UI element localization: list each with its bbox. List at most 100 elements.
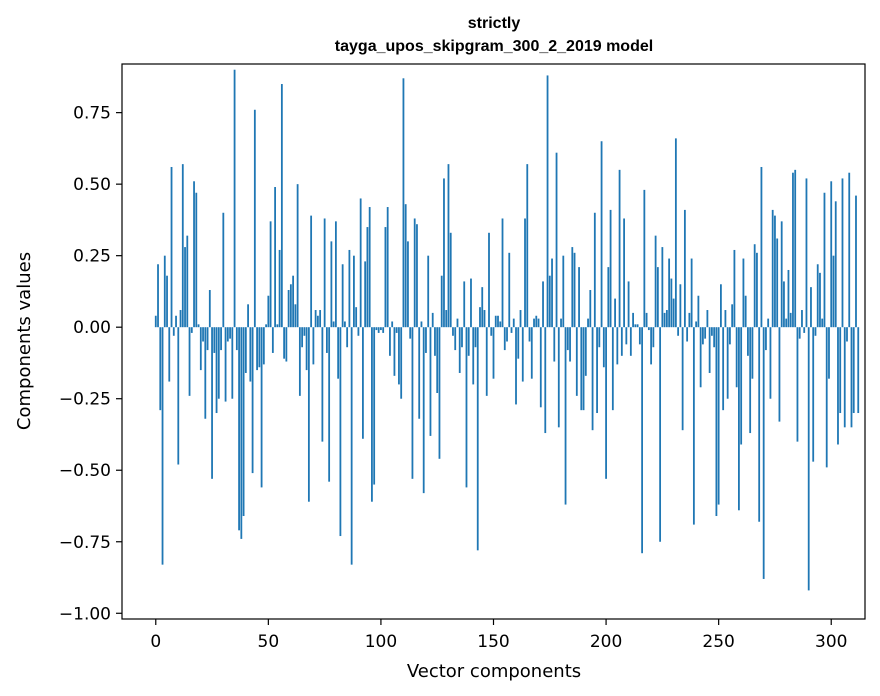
bar-14 [186, 235, 189, 328]
bar-123 [431, 312, 434, 328]
bar-222 [654, 235, 657, 328]
bar-211 [629, 327, 632, 356]
bar-135 [458, 327, 461, 373]
bar-95 [368, 207, 371, 328]
bar-264 [749, 327, 752, 434]
bar-192 [587, 318, 589, 328]
bar-114 [411, 327, 414, 479]
bar-42 [249, 327, 252, 382]
bar-288 [803, 327, 806, 333]
bar-112 [407, 241, 409, 328]
bar-49 [265, 324, 267, 328]
bar-180 [560, 318, 562, 328]
bar-15 [188, 327, 191, 396]
bar-300 [830, 181, 833, 328]
bar-296 [821, 318, 824, 328]
bar-121 [427, 255, 430, 328]
bar-290 [807, 327, 810, 591]
bar-84 [344, 321, 346, 328]
bar-165 [526, 164, 529, 328]
bar-5 [166, 275, 168, 328]
bar-241 [697, 295, 700, 328]
bar-1 [157, 264, 159, 328]
bar-266 [753, 244, 756, 328]
bar-116 [416, 224, 418, 328]
chart-subtitle: tayga_upos_skipgram_300_2_2019 model [335, 38, 653, 55]
bar-17 [193, 181, 195, 328]
bar-178 [555, 152, 558, 328]
bar-61 [292, 275, 295, 328]
bar-81 [337, 327, 340, 379]
y-axis-label: Components values [14, 252, 35, 430]
bar-206 [618, 169, 621, 328]
bar-41 [247, 304, 249, 328]
bar-205 [616, 327, 619, 365]
bar-172 [542, 281, 544, 328]
bar-152 [497, 315, 499, 328]
bar-124 [434, 327, 436, 356]
bar-159 [512, 318, 515, 328]
bar-91 [359, 198, 362, 328]
bar-237 [688, 312, 691, 328]
bar-220 [650, 327, 653, 365]
bar-59 [287, 290, 290, 328]
bar-7 [170, 166, 173, 328]
bar-269 [760, 166, 763, 328]
bar-129 [445, 310, 448, 328]
bar-63 [296, 184, 299, 328]
bar-118 [420, 321, 423, 328]
bar-244 [704, 327, 707, 339]
bar-115 [413, 218, 416, 328]
bar-2 [159, 327, 162, 411]
bar-271 [765, 327, 767, 351]
bar-310 [852, 327, 855, 414]
bar-186 [573, 252, 576, 328]
bar-3 [161, 327, 164, 565]
bar-145 [481, 287, 484, 328]
bar-104 [389, 327, 391, 356]
plot-frame [121, 63, 866, 620]
bar-226 [663, 312, 666, 328]
bar-164 [524, 218, 526, 328]
bar-93 [364, 261, 367, 328]
bar-87 [350, 327, 353, 565]
bar-133 [454, 327, 457, 351]
bar-20 [199, 327, 202, 371]
bar-39 [242, 327, 245, 517]
bar-37 [238, 327, 240, 531]
x-tick-label: 0 [150, 632, 161, 652]
bar-142 [474, 327, 477, 348]
bar-284 [794, 169, 797, 328]
bar-216 [641, 327, 643, 554]
bar-171 [539, 327, 542, 408]
bar-130 [447, 164, 450, 328]
bar-128 [443, 178, 445, 328]
x-tick-label: 200 [590, 632, 622, 652]
bar-88 [353, 255, 355, 328]
bar-76 [325, 327, 328, 353]
bar-72 [316, 315, 319, 328]
bar-51 [269, 221, 272, 328]
bar-240 [695, 321, 698, 328]
bar-268 [758, 327, 761, 522]
bar-198 [600, 141, 603, 328]
bar-209 [625, 327, 628, 345]
bar-10 [177, 327, 180, 465]
bar-301 [832, 255, 835, 328]
bar-9 [175, 315, 177, 328]
bar-65 [301, 327, 304, 348]
bar-312 [857, 327, 860, 414]
bar-239 [692, 327, 695, 525]
bar-46 [258, 327, 261, 368]
bar-309 [850, 327, 853, 428]
bar-125 [436, 327, 439, 393]
bar-193 [589, 290, 592, 328]
bar-214 [636, 324, 639, 328]
bar-199 [602, 327, 605, 368]
bar-304 [839, 327, 842, 414]
bar-287 [801, 310, 803, 328]
bar-35 [233, 69, 236, 328]
bar-50 [267, 295, 270, 328]
bar-281 [787, 269, 790, 328]
